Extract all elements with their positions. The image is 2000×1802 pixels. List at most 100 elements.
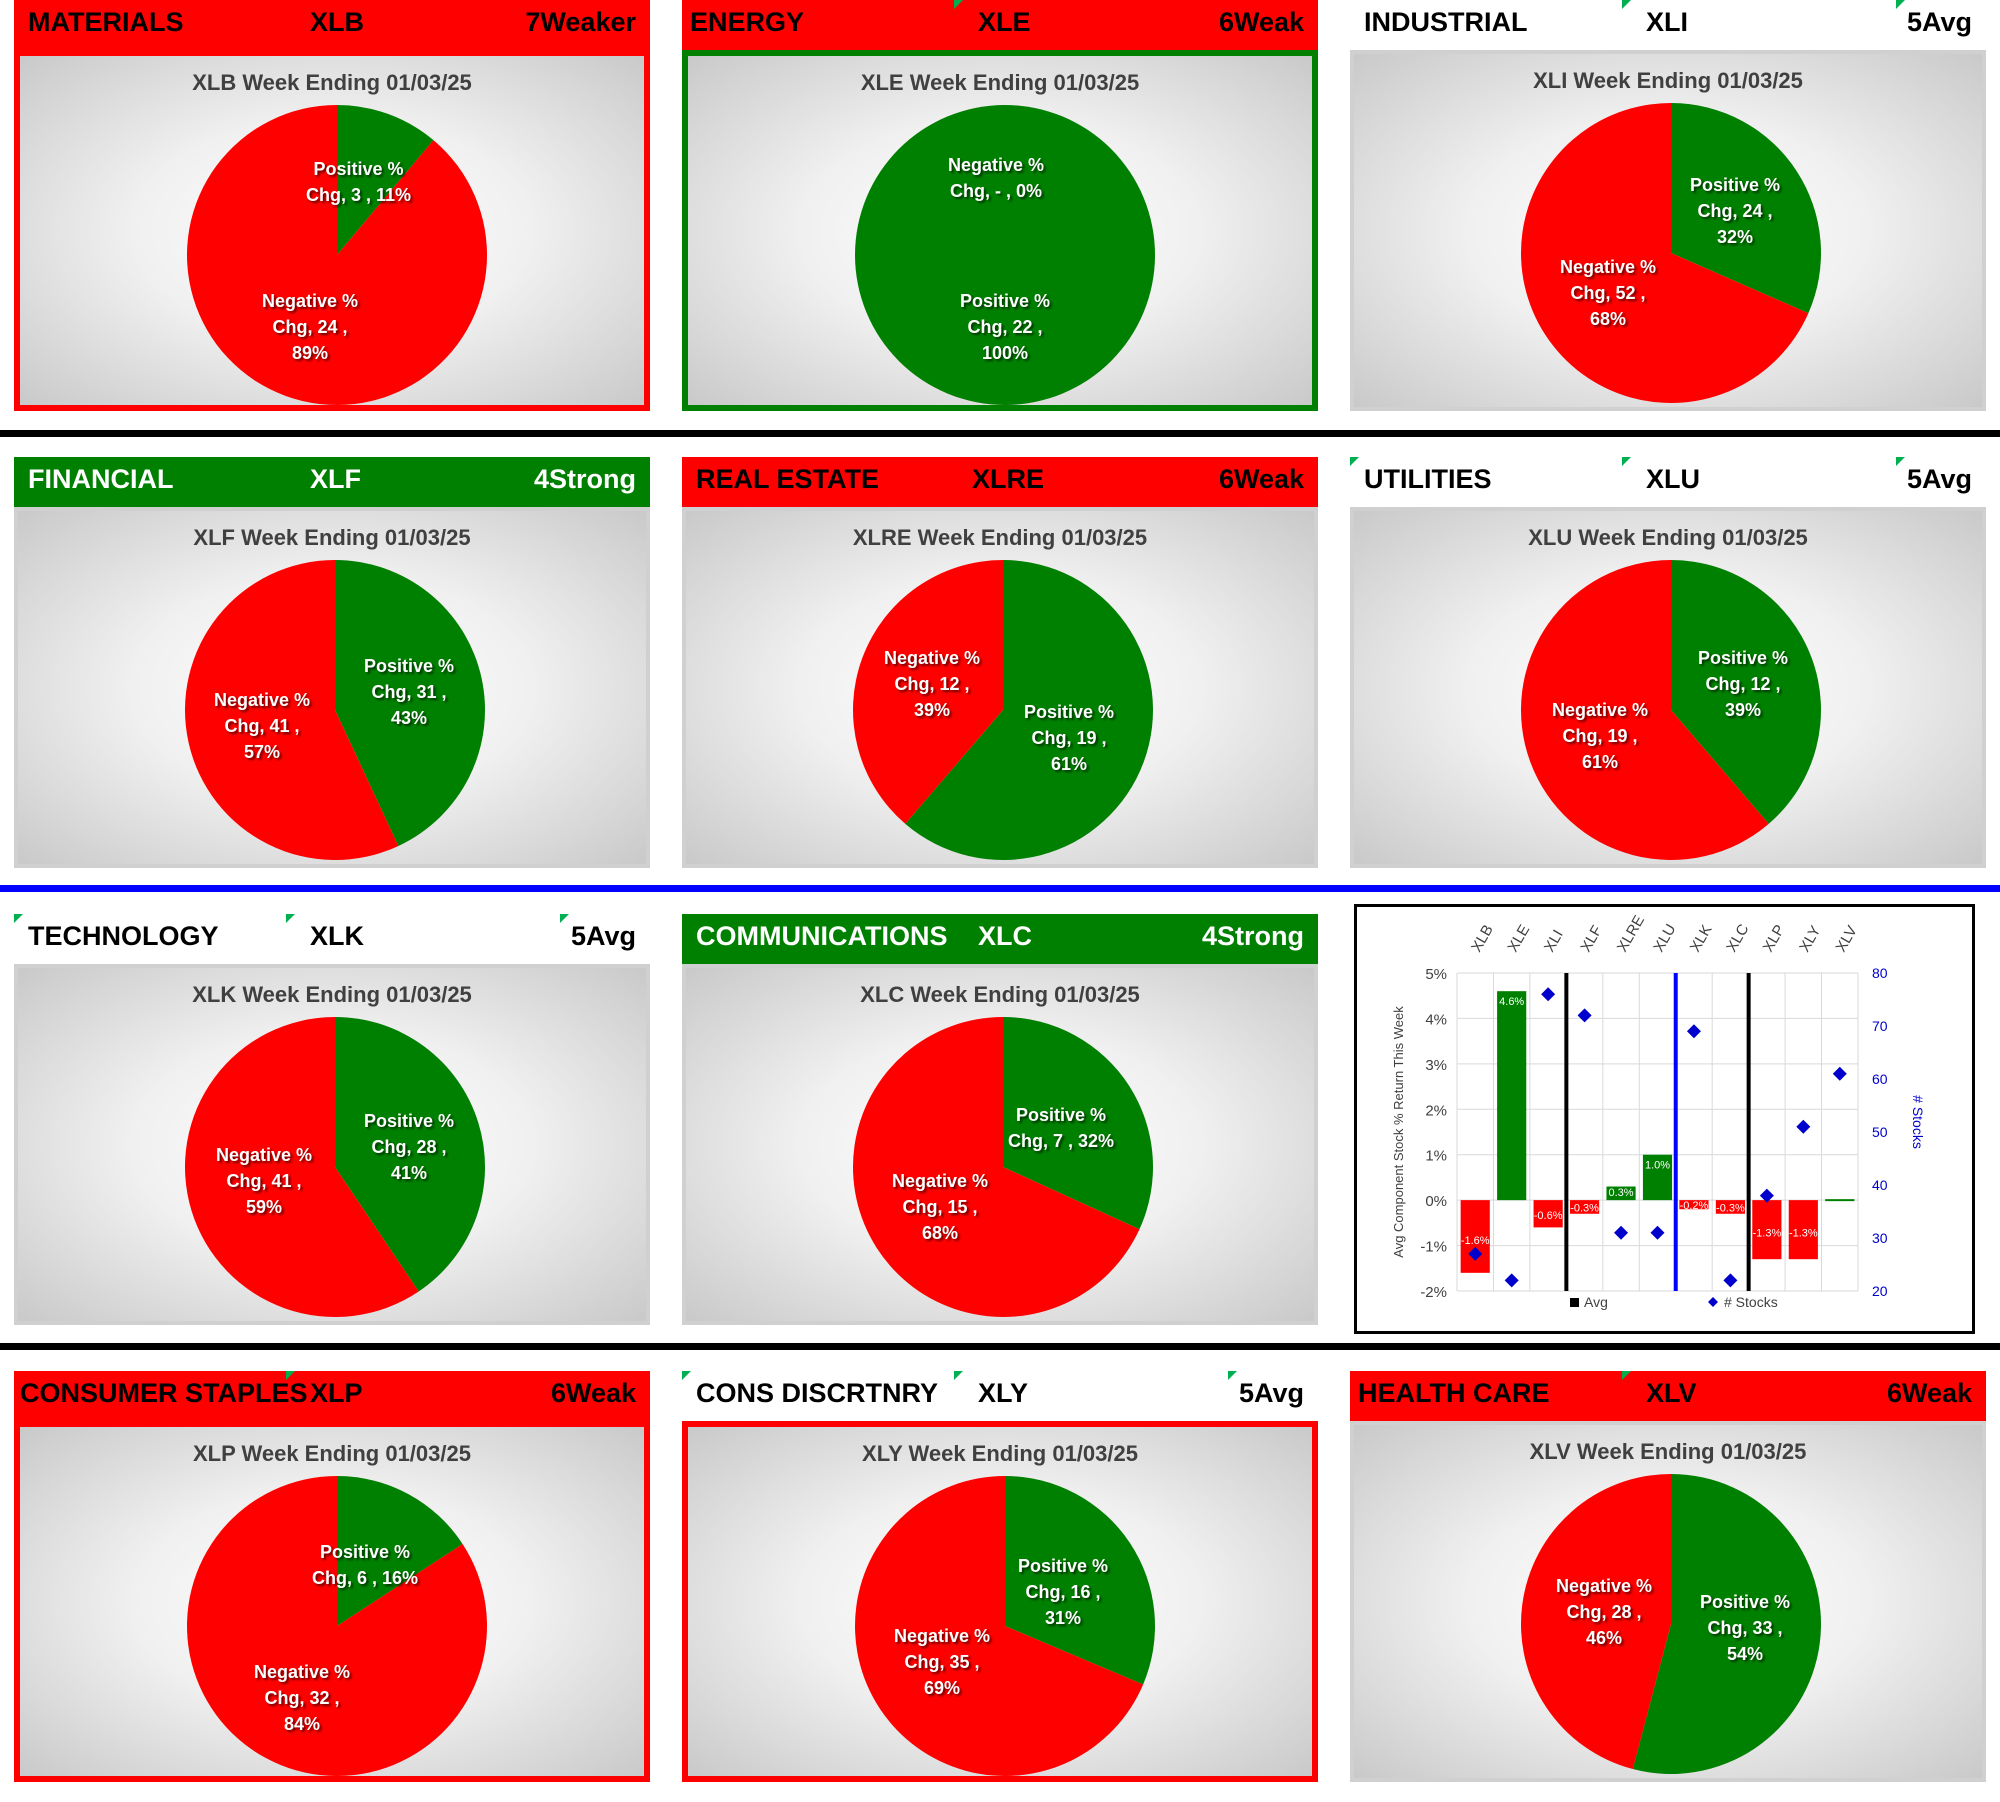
x-tick-label: XLF <box>1577 923 1605 955</box>
avg-bar <box>1606 1186 1636 1201</box>
positive-slice <box>1632 1474 1821 1774</box>
sector-name: FINANCIAL <box>28 464 174 494</box>
positive-label: Positive % Chg, 28 , 41% <box>364 1111 455 1183</box>
positive-label: Positive % Chg, 12 , 39% <box>1698 648 1789 720</box>
bar-data-label: -1.3% <box>1752 1228 1781 1240</box>
bar-data-label: -0.6% <box>1534 1210 1563 1222</box>
avg-bar <box>1679 1200 1709 1210</box>
row-separator-2 <box>0 885 2000 892</box>
sector-name: INDUSTRIAL <box>1364 7 1528 37</box>
sector-rating: 4Strong <box>533 464 636 494</box>
sector-ticker: XLB <box>310 7 364 37</box>
sector-header-communications: COMMUNICATIONS XLC 4Strong <box>682 914 1318 964</box>
positive-slice <box>335 560 486 846</box>
x-tick-label: XLY <box>1796 923 1824 955</box>
y2-tick-label: 80 <box>1872 965 1888 981</box>
sector-header-industrial: INDUSTRIAL XLI 5Avg <box>1350 0 1986 50</box>
positive-slice <box>1005 1476 1155 1685</box>
stocks-marker <box>1686 1024 1701 1039</box>
pie-panel-xlk: XLK Week Ending 01/03/25 Positive % Chg, … <box>14 964 650 1325</box>
x-tick-label: XLK <box>1687 922 1716 955</box>
sector-rating: 6Weak <box>1886 1378 1972 1408</box>
pie-chart-xly <box>855 1476 1155 1776</box>
sector-rating: 6Weak <box>1218 464 1304 494</box>
sector-name: TECHNOLOGY <box>28 921 219 951</box>
y2-tick-label: 40 <box>1872 1177 1888 1193</box>
pie-panel-xlc: XLC Week Ending 01/03/25 Positive % Chg, … <box>682 964 1318 1325</box>
sector-header-health-care: HEALTH CARE XLV 6Weak <box>1350 1371 1986 1421</box>
y-tick-label: 1% <box>1425 1148 1447 1165</box>
y2-tick-label: 60 <box>1872 1071 1888 1087</box>
positive-label: Positive % Chg, 19 , 61% <box>1024 702 1115 774</box>
negative-slice <box>187 1476 487 1776</box>
sector-rating: 5Avg <box>1238 1378 1304 1408</box>
avg-bar <box>1570 1200 1600 1214</box>
legend-stocks-marker <box>1708 1297 1718 1307</box>
bar-data-label: -0.2% <box>1680 1200 1709 1212</box>
sector-header-cons-discretionary: CONS DISCRTNRY XLY 5Avg <box>682 1371 1318 1421</box>
negative-label: Negative % Chg, 41 , 59% <box>216 1145 313 1217</box>
legend-stocks-label: # Stocks <box>1724 1294 1778 1310</box>
bar-data-label: -1.3% <box>1789 1228 1818 1240</box>
pie-chart-xlf <box>185 560 486 860</box>
bar-data-label: 0.3% <box>1609 1187 1634 1199</box>
pie-panel-xle: XLE Week Ending 01/03/25 Negative % Chg, … <box>682 50 1318 411</box>
x-tick-label: XLV <box>1833 923 1861 955</box>
y-tick-label: 3% <box>1425 1057 1447 1074</box>
negative-slice <box>1521 560 1769 860</box>
sector-ticker: XLE <box>978 7 1031 37</box>
avg-bar <box>1642 1154 1673 1201</box>
negative-label: Negative % Chg, 19 , 61% <box>1552 700 1649 772</box>
negative-slice <box>1520 1474 1671 1770</box>
sector-name: REAL ESTATE <box>696 464 880 494</box>
positive-slice <box>1671 103 1821 314</box>
sector-rating: 5Avg <box>570 921 636 951</box>
chart-title: XLE Week Ending 01/03/25 <box>860 70 1140 95</box>
y-tick-label: 5% <box>1425 966 1447 983</box>
sector-name: CONS DISCRTNRY <box>696 1378 939 1408</box>
negative-slice <box>855 1476 1144 1776</box>
y2-axis-label: # Stocks <box>1910 1095 1926 1149</box>
sector-ticker: XLF <box>310 464 361 494</box>
stocks-marker <box>1796 1119 1811 1134</box>
pie-chart-xlp <box>187 1476 487 1776</box>
stocks-marker <box>1832 1066 1847 1081</box>
pie-panel-xlf: XLF Week Ending 01/03/25 Positive % Chg, … <box>14 507 650 868</box>
pie-chart-xle <box>855 105 1155 405</box>
sector-name: CONSUMER STAPLES <box>20 1378 308 1408</box>
sector-name: COMMUNICATIONS <box>696 921 948 951</box>
chart-title: XLI Week Ending 01/03/25 <box>1533 68 1803 93</box>
combo-chart-svg: 5% 4% 3% 2% 1% 0% -1% -2% 80 70 60 50 40 30 20 XLB XLE XL… <box>1391 913 1926 1310</box>
y2-tick-label: 30 <box>1872 1230 1888 1246</box>
sector-ticker: XLRE <box>972 464 1045 494</box>
positive-label: Positive % Chg, 22 , 100% <box>960 291 1051 363</box>
sector-ticker: XLU <box>1646 464 1700 494</box>
pie-chart-xlb <box>187 105 487 406</box>
avg-return-combo-chart: 5% 4% 3% 2% 1% 0% -1% -2% 80 70 60 50 40 30 20 XLB XLE XL… <box>1354 904 1975 1334</box>
stocks-marker <box>1541 987 1556 1002</box>
pie-chart-xlu <box>1521 560 1821 860</box>
avg-bar <box>1533 1200 1563 1228</box>
x-tick-label: XLP <box>1760 922 1789 955</box>
x-tick-label: XLI <box>1541 927 1567 955</box>
pie-chart-xlre <box>853 560 1153 860</box>
y-tick-label: 4% <box>1425 1011 1447 1028</box>
stocks-marker <box>1723 1273 1738 1288</box>
sector-header-technology: TECHNOLOGY XLK 5Avg <box>14 914 650 964</box>
negative-label: Negative % Chg, 28 , 46% <box>1556 1576 1653 1648</box>
positive-slice <box>335 1017 486 1292</box>
positive-slice <box>1671 560 1821 824</box>
x-tick-label: XLC <box>1723 921 1752 955</box>
sector-rating: 6Weak <box>1218 7 1304 37</box>
pie-panel-xli: XLI Week Ending 01/03/25 Positive % Chg, … <box>1350 50 1986 411</box>
positive-label: Positive % Chg, 7 , 32% <box>1008 1105 1115 1151</box>
negative-label: Negative % Chg, 15 , 68% <box>892 1171 989 1243</box>
sector-rating: 5Avg <box>1906 464 1972 494</box>
sector-header-real-estate: REAL ESTATE XLRE 6Weak <box>682 457 1318 507</box>
legend-avg-label: Avg <box>1584 1294 1608 1310</box>
avg-bar <box>1715 1200 1745 1214</box>
stocks-marker <box>1614 1225 1629 1240</box>
pie-panel-xly: XLY Week Ending 01/03/25 Positive % Chg, … <box>682 1421 1318 1782</box>
pie-chart-xlc <box>853 1017 1153 1317</box>
sector-name: HEALTH CARE <box>1358 1378 1550 1408</box>
